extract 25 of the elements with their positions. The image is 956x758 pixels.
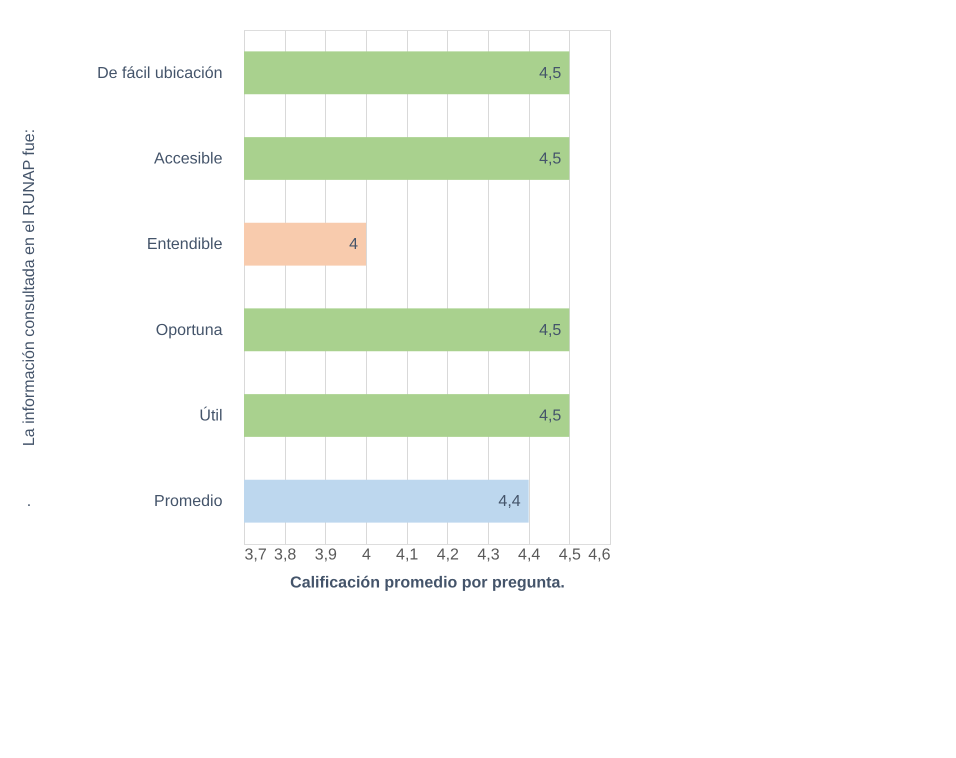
x-tick-label: 3,9 [314, 546, 338, 564]
data-label: 4 [349, 236, 358, 254]
data-label: 4,5 [539, 322, 562, 339]
x-tick-label: 3,7 [244, 546, 267, 564]
data-label: 4,4 [498, 493, 521, 510]
x-tick-label: 4,2 [436, 546, 460, 564]
x-tick-label: 4,5 [558, 546, 582, 564]
x-tick-label: 4,3 [477, 546, 500, 564]
x-tick-label: 4,6 [588, 546, 611, 564]
y-tick-label: Accesible [154, 150, 223, 168]
y-tick-label: De fácil ubicación [97, 64, 222, 82]
x-tick-label: 4 [362, 546, 372, 564]
y-tick-label: Oportuna [156, 322, 223, 339]
x-tick-label: 4,4 [518, 546, 540, 564]
x-axis-title: Calificación promedio por pregunta. [290, 574, 565, 592]
x-tick-label: 3,8 [274, 546, 296, 564]
data-label: 4,5 [539, 408, 562, 424]
y-tick-label: Promedio [154, 493, 223, 510]
x-tick-label: 4,1 [396, 546, 418, 564]
data-label: 4,5 [539, 64, 562, 82]
y-tick-label: Útil [199, 406, 222, 424]
y-tick-label: Entendible [146, 236, 223, 254]
text: . [26, 493, 32, 510]
data-label: 4,5 [539, 150, 562, 168]
y-axis-title: La información consultada en el RUNAP fue: [21, 128, 38, 446]
